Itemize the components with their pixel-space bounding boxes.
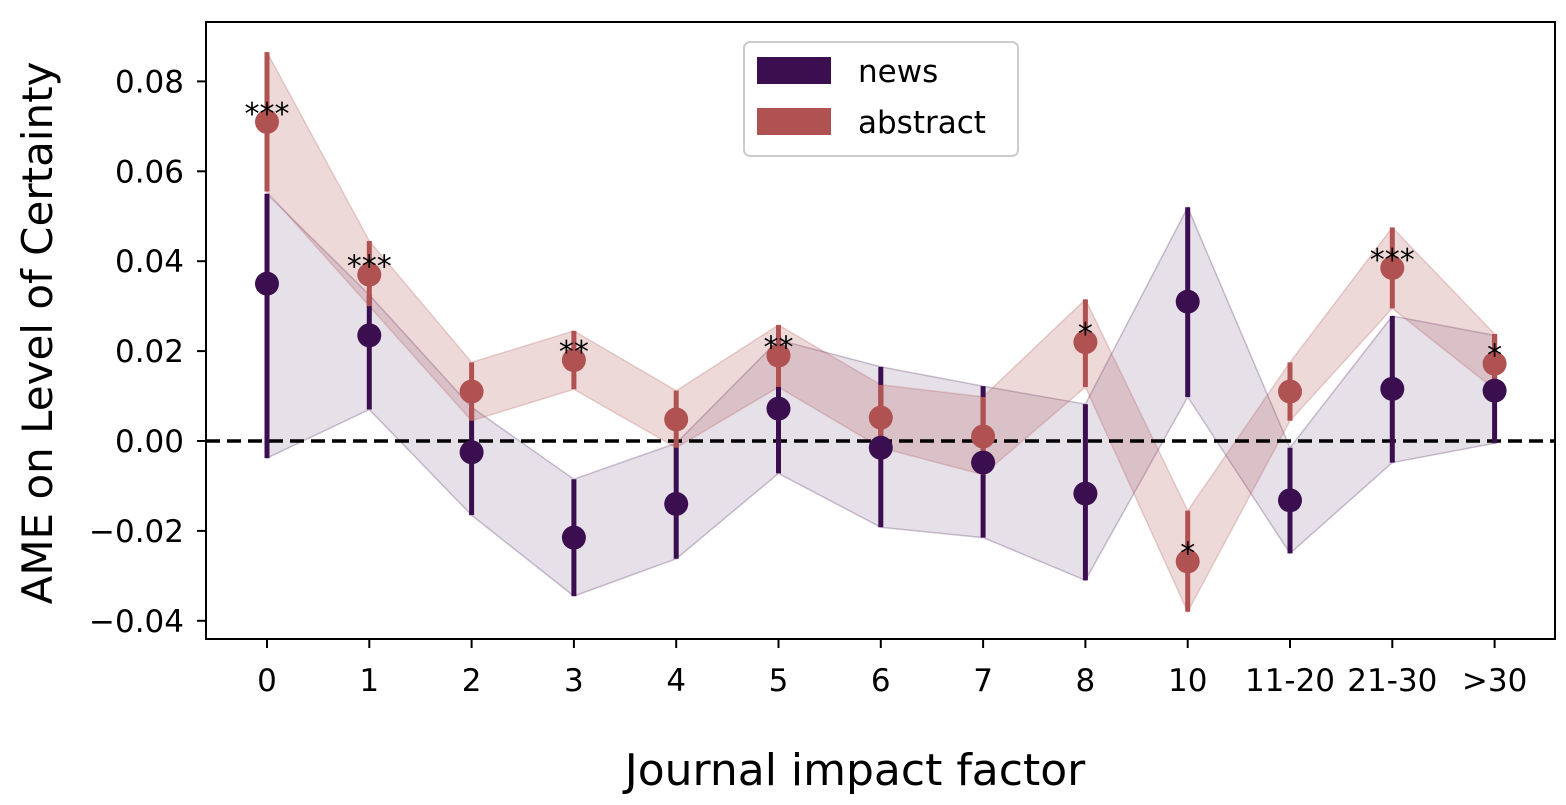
- significance-mark: *: [1180, 536, 1195, 571]
- point-news: [255, 271, 279, 296]
- y-tick-label: 0.04: [115, 244, 184, 280]
- y-axis-label: AME on Level of Certainty: [13, 62, 62, 605]
- x-tick-label: 4: [666, 663, 686, 699]
- significance-mark: *: [1487, 339, 1502, 374]
- significance-mark: **: [764, 331, 794, 366]
- y-axis-ticks: −0.04 −0.02 0.00 0.02 0.04 0.06 0.08: [89, 64, 206, 640]
- significance-mark: ***: [347, 250, 392, 285]
- point-abstract: [1175, 549, 1200, 574]
- x-tick-label: 11-20: [1245, 663, 1335, 699]
- point-abstract: [1073, 330, 1098, 355]
- point-news: [971, 450, 996, 475]
- point-abstract: [1278, 379, 1302, 404]
- point-news: [1175, 289, 1200, 314]
- point-news: [1278, 488, 1302, 513]
- point-news: [868, 435, 893, 460]
- point-abstract: [357, 262, 382, 287]
- y-tick-label: 0.02: [115, 334, 184, 370]
- point-abstract: [1482, 351, 1507, 376]
- point-news: [664, 491, 689, 516]
- point-abstract: [1380, 255, 1405, 280]
- legend-swatch-news: [757, 57, 831, 84]
- x-axis-label: Journal impact factor: [622, 745, 1086, 796]
- x-tick-label: 6: [871, 663, 891, 699]
- legend: news abstract: [743, 41, 1019, 157]
- point-news: [561, 525, 586, 550]
- x-tick-label: 7: [973, 663, 993, 699]
- x-tick-label: >30: [1462, 663, 1527, 699]
- x-axis-ticks: 0 1 2 3 4 5 6 7 8 10 11-20 21-30 >30: [257, 639, 1527, 699]
- data-points: [255, 109, 1507, 574]
- point-abstract: [664, 407, 689, 432]
- legend-label-news: news: [858, 54, 938, 90]
- y-tick-label: −0.04: [89, 604, 184, 640]
- point-news: [459, 440, 484, 465]
- point-abstract: [868, 405, 893, 430]
- significance-mark: ***: [245, 97, 290, 132]
- x-tick-label: 2: [462, 663, 482, 699]
- x-tick-label: 10: [1168, 663, 1207, 699]
- x-tick-label: 0: [257, 663, 277, 699]
- point-news: [1482, 378, 1507, 403]
- y-tick-label: −0.02: [89, 514, 184, 550]
- point-news: [1073, 481, 1098, 506]
- point-abstract: [255, 109, 279, 134]
- x-tick-label: 5: [769, 663, 789, 699]
- legend-swatch-abstract: [757, 108, 831, 135]
- significance-mark: ***: [1370, 243, 1415, 278]
- x-tick-label: 8: [1076, 663, 1096, 699]
- point-abstract: [971, 424, 996, 449]
- x-tick-label: 1: [359, 663, 379, 699]
- x-tick-label: 3: [564, 663, 584, 699]
- significance-mark: **: [559, 335, 589, 370]
- y-tick-label: 0.00: [115, 424, 184, 460]
- y-tick-label: 0.08: [115, 64, 184, 100]
- legend-label-abstract: abstract: [858, 105, 986, 141]
- point-abstract: [561, 348, 586, 373]
- significance-mark: *: [1078, 317, 1093, 352]
- point-abstract: [459, 379, 484, 404]
- y-tick-label: 0.06: [115, 154, 184, 190]
- x-tick-label: 21-30: [1347, 663, 1437, 699]
- significance-markers: ******** ** ******: [245, 97, 1503, 572]
- point-news: [766, 396, 791, 421]
- point-abstract: [766, 343, 791, 368]
- point-news: [1380, 376, 1405, 401]
- point-news: [357, 323, 382, 348]
